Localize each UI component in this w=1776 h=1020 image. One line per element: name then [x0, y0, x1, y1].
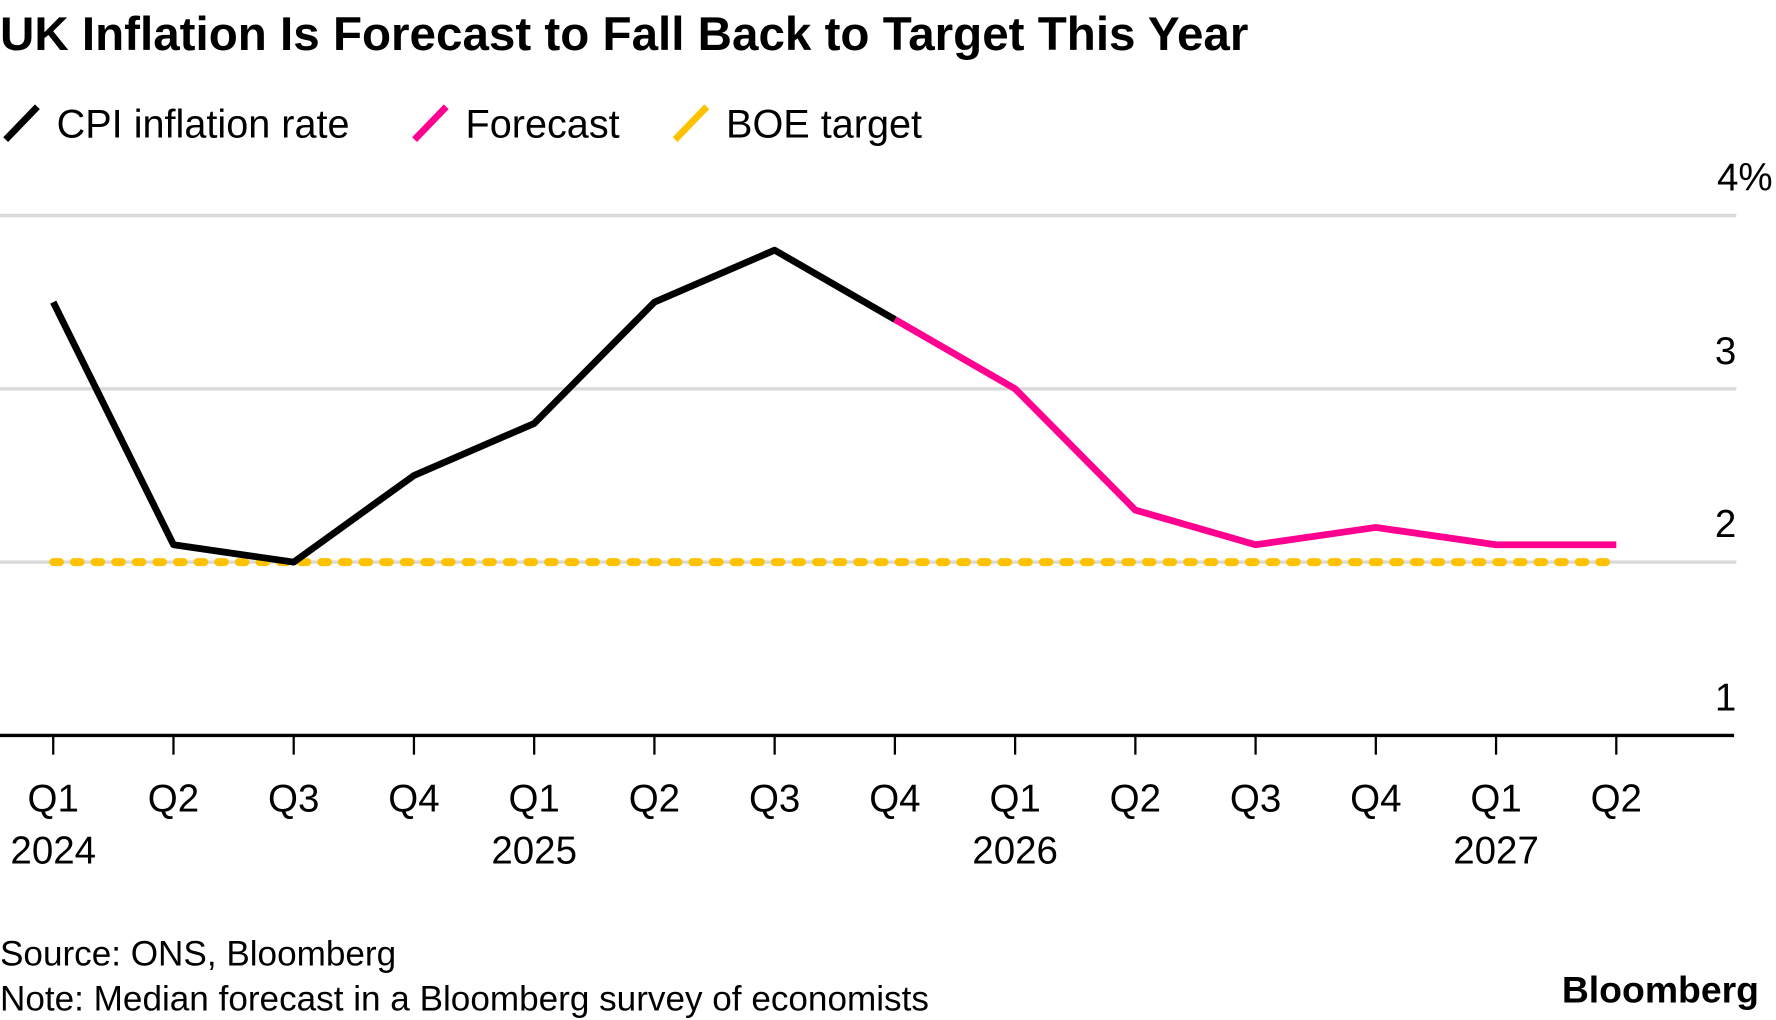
x-tick-label: Q3 — [268, 777, 319, 820]
y-tick-label: 2 — [1715, 503, 1736, 546]
legend-label-boe-target: BOE target — [726, 102, 922, 146]
legend-label-cpi: CPI inflation rate — [57, 102, 350, 146]
footnote: Note: Median forecast in a Bloomberg sur… — [0, 980, 929, 1019]
legend-item-cpi: CPI inflation rate — [3, 102, 350, 146]
plot-lines — [49, 246, 1621, 567]
x-tick-label: Q1 — [28, 777, 79, 820]
x-year-label: 2026 — [972, 829, 1058, 872]
legend-item-forecast: Forecast — [412, 102, 620, 146]
x-year-label: 2024 — [10, 829, 96, 872]
legend-item-boe-target: BOE target — [672, 102, 922, 146]
x-tick-label: Q4 — [388, 777, 439, 820]
chart-title: UK Inflation Is Forecast to Fall Back to… — [0, 8, 1248, 61]
x-tick-label: Q4 — [1350, 777, 1401, 820]
series-forecast — [893, 316, 1617, 549]
x-tick-label: Q1 — [989, 777, 1040, 820]
x-tick-label: Q1 — [1470, 777, 1521, 820]
series-cpi — [50, 246, 897, 566]
legend-swatch-cpi — [3, 104, 40, 142]
y-tick-label: 1 — [1715, 676, 1736, 719]
x-tick-label: Q4 — [869, 777, 920, 820]
x-tick-label: Q3 — [1230, 777, 1281, 820]
x-year-label: 2027 — [1453, 829, 1539, 872]
x-tick-label: Q2 — [1110, 777, 1161, 820]
y-tick-label: 4% — [1717, 157, 1773, 200]
x-tick-label: Q1 — [508, 777, 559, 820]
legend-label-forecast: Forecast — [466, 102, 620, 146]
x-tick-label: Q2 — [629, 777, 680, 820]
x-tick-label: Q2 — [1591, 777, 1642, 820]
y-axis: 4% 3 2 1 — [1715, 157, 1773, 720]
source-note: Source: ONS, Bloomberg — [0, 934, 396, 973]
legend-swatch-boe-target — [672, 104, 710, 142]
x-axis: Q1 Q2 Q3 Q4 Q1 Q2 Q3 Q4 Q1 Q2 Q3 Q4 Q1 Q2 2024 2025 2026… — [0, 733, 1735, 872]
legend: CPI inflation rate Forecast BOE target — [3, 102, 922, 146]
x-year-label: 2025 — [491, 829, 577, 872]
legend-swatch-forecast — [412, 104, 449, 142]
x-tick-label: Q2 — [148, 777, 199, 820]
y-tick-label: 3 — [1715, 330, 1736, 373]
gridlines — [0, 213, 1737, 564]
bloomberg-logo: Bloomberg — [1562, 969, 1759, 1011]
x-tick-label: Q3 — [749, 777, 800, 820]
